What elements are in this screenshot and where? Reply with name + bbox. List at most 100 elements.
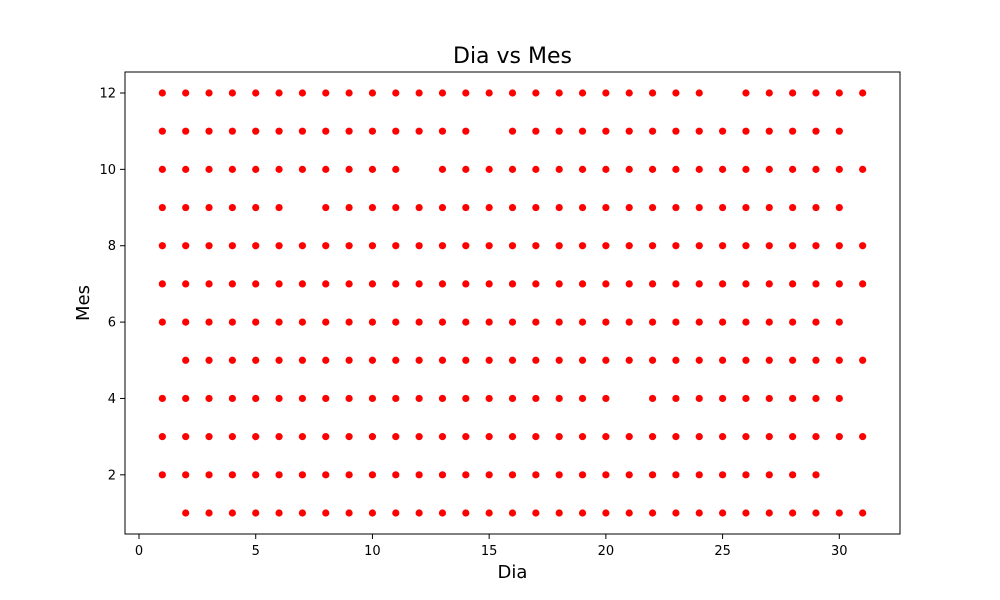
data-point xyxy=(392,280,400,288)
axes: 0 5 10 15 20 25 30 2 4 6 8 10 12 xyxy=(99,87,847,560)
data-point xyxy=(415,509,423,517)
data-point xyxy=(228,433,236,441)
data-point xyxy=(322,509,330,517)
data-point xyxy=(158,280,166,288)
data-point xyxy=(555,89,563,97)
data-point xyxy=(368,127,377,135)
data-point xyxy=(438,203,447,212)
data-point xyxy=(462,394,470,403)
data-point xyxy=(392,89,400,97)
data-point xyxy=(228,356,236,364)
data-point xyxy=(182,165,190,173)
data-point xyxy=(275,203,283,212)
data-point xyxy=(648,471,657,479)
data-point xyxy=(345,471,353,479)
data-point xyxy=(578,433,587,441)
data-point xyxy=(275,433,283,441)
data-point xyxy=(835,509,843,517)
data-point xyxy=(438,471,447,479)
data-point xyxy=(625,471,633,479)
data-point xyxy=(672,433,680,441)
data-point xyxy=(275,318,283,326)
data-point xyxy=(252,471,260,479)
data-point xyxy=(205,127,213,135)
data-point xyxy=(508,509,517,517)
data-point xyxy=(368,318,377,326)
data-point xyxy=(228,318,236,326)
data-point xyxy=(368,165,377,173)
data-point xyxy=(252,127,260,135)
data-point xyxy=(789,165,797,173)
data-point xyxy=(158,242,166,250)
data-point xyxy=(368,509,377,517)
data-point xyxy=(345,203,353,212)
data-point xyxy=(368,242,377,250)
data-point xyxy=(252,203,260,212)
data-point xyxy=(392,356,400,364)
data-point xyxy=(322,318,330,326)
data-point xyxy=(298,433,307,441)
data-point xyxy=(228,203,236,212)
data-point xyxy=(345,89,353,97)
data-point xyxy=(625,280,633,288)
data-point xyxy=(532,89,540,97)
data-point xyxy=(275,509,283,517)
data-point xyxy=(508,165,517,173)
data-point xyxy=(462,89,470,97)
data-point xyxy=(462,280,470,288)
data-point xyxy=(205,394,213,403)
data-point xyxy=(812,280,820,288)
data-point xyxy=(485,165,493,173)
data-point xyxy=(345,394,353,403)
data-point xyxy=(252,433,260,441)
data-point xyxy=(765,394,773,403)
data-point xyxy=(602,356,610,364)
data-point xyxy=(438,280,447,288)
data-point xyxy=(555,165,563,173)
data-point xyxy=(765,165,773,173)
data-point xyxy=(742,471,750,479)
data-point xyxy=(695,127,703,135)
data-point xyxy=(298,242,307,250)
data-point xyxy=(415,89,423,97)
data-point xyxy=(252,165,260,173)
data-point xyxy=(742,433,750,441)
data-point xyxy=(672,318,680,326)
data-point xyxy=(742,356,750,364)
data-point xyxy=(485,509,493,517)
data-point xyxy=(508,127,517,135)
data-point xyxy=(578,165,587,173)
data-point xyxy=(415,318,423,326)
data-point xyxy=(322,242,330,250)
data-point xyxy=(368,433,377,441)
data-point xyxy=(695,280,703,288)
data-point xyxy=(532,509,540,517)
data-point xyxy=(648,242,657,250)
data-point xyxy=(205,203,213,212)
data-point xyxy=(322,127,330,135)
data-point xyxy=(415,127,423,135)
data-point xyxy=(252,318,260,326)
data-point xyxy=(555,280,563,288)
data-point xyxy=(555,433,563,441)
data-point xyxy=(859,356,867,364)
data-point xyxy=(602,318,610,326)
x-axis-label: Dia xyxy=(498,562,528,583)
data-point xyxy=(158,89,166,97)
data-point xyxy=(228,394,236,403)
data-point xyxy=(438,394,447,403)
data-point xyxy=(602,89,610,97)
data-point xyxy=(672,394,680,403)
data-point xyxy=(742,318,750,326)
data-point xyxy=(228,89,236,97)
data-point xyxy=(695,471,703,479)
data-point xyxy=(695,433,703,441)
data-point xyxy=(508,433,517,441)
data-point xyxy=(228,471,236,479)
data-point xyxy=(602,509,610,517)
data-point xyxy=(485,89,493,97)
data-point xyxy=(532,242,540,250)
data-point xyxy=(368,89,377,97)
data-point xyxy=(205,165,213,173)
data-point xyxy=(835,203,843,212)
